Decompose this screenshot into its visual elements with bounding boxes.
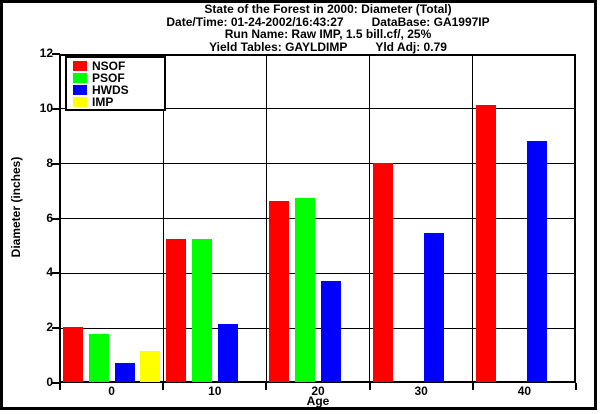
legend-swatch-psof [73,73,87,83]
x-tick-label: 20 [311,384,325,398]
h-gridline [60,108,576,110]
yield-tables-label: Yield Tables: GAYLDIMP [209,39,348,54]
legend-swatch-nsof [73,61,87,71]
x-axis-line [60,381,576,383]
x-tick-mark [471,383,474,390]
y-tick-label: 0 [46,375,53,389]
x-tick-mark [59,383,61,390]
y-tick-label: 10 [39,100,53,115]
h-gridline [60,272,576,274]
bar-psof-age-20 [295,198,316,382]
legend-item: HWDS [67,84,164,96]
y-tick-label: 4 [46,265,53,280]
plot-area [59,54,576,383]
run-name-label: Run Name: Raw IMP, 1.5 bill.cf/, 25% [224,27,432,41]
y-tick-mark [52,327,60,330]
bar-nsof-age-30 [372,162,393,382]
bar-hwds-age-10 [217,324,238,382]
bar-hwds-age-30 [424,232,445,382]
h-gridline [60,218,576,219]
chart-header: State of the Forest in 2000: Diameter (T… [58,3,598,53]
legend-label: PSOF [92,71,125,85]
legend: NSOF PSOF HWDS IMP [65,56,166,111]
x-tick-label: 30 [414,384,428,398]
bar-hwds-age-20 [320,280,341,382]
bar-hwds-age-0 [114,362,135,382]
y-tick-label: 6 [46,210,53,225]
y-tick-mark [52,107,60,110]
legend-label: IMP [92,95,114,109]
datetime-label: Date/Time: 01-24-2002/16:43:27 [166,14,344,29]
header-line-4: Yield Tables: GAYLDIMP Yld Adj: 0.79 [58,39,598,54]
x-tick-label: 0 [108,384,115,398]
bar-hwds-age-40 [527,140,548,382]
bar-psof-age-10 [191,239,212,382]
legend-swatch-hwds [73,85,87,95]
legend-item: IMP [67,96,164,108]
x-tick-label: 10 [208,384,222,398]
bar-psof-age-0 [88,334,109,382]
legend-item: NSOF [67,60,164,72]
plot-border-right [574,54,576,383]
y-axis-line [59,54,61,383]
x-tick-mark [265,383,268,390]
y-tick-label: 8 [46,155,53,170]
y-tick-label: 2 [46,320,53,335]
v-gridline [265,54,267,383]
y-tick-mark [52,53,60,55]
bar-nsof-age-40 [475,105,496,382]
y-tick-mark [52,272,60,275]
legend-label: HWDS [92,83,129,97]
h-gridline [60,327,576,329]
plot-border-top [60,54,576,56]
y-tick-mark [52,217,60,220]
x-axis-title: Age [306,394,330,408]
header-line-2: Date/Time: 01-24-2002/16:43:27 DataBase: … [58,14,598,29]
legend-item: PSOF [67,72,164,84]
bar-nsof-age-0 [62,327,83,382]
bar-imp-age-0 [140,350,161,382]
v-gridline [472,54,474,383]
x-tick-mark [368,383,371,390]
database-label: DataBase: GA1997IP [371,14,490,29]
x-tick-mark [575,383,577,390]
v-gridline [369,54,371,383]
v-gridline [162,54,164,383]
legend-label: NSOF [92,59,126,73]
y-tick-mark [52,382,60,384]
y-axis-title: Diameter (inches) [9,156,23,258]
chart-title: State of the Forest in 2000: Diameter (T… [204,2,452,16]
y-tick-mark [52,162,60,165]
x-tick-mark [162,383,165,390]
h-gridline [60,163,576,165]
bar-nsof-age-10 [166,239,187,382]
x-tick-label: 40 [517,384,532,398]
yield-adj-label: Yld Adj: 0.79 [375,39,447,54]
legend-swatch-imp [73,97,87,107]
y-tick-label: 12 [39,46,53,60]
bar-nsof-age-20 [269,201,290,382]
